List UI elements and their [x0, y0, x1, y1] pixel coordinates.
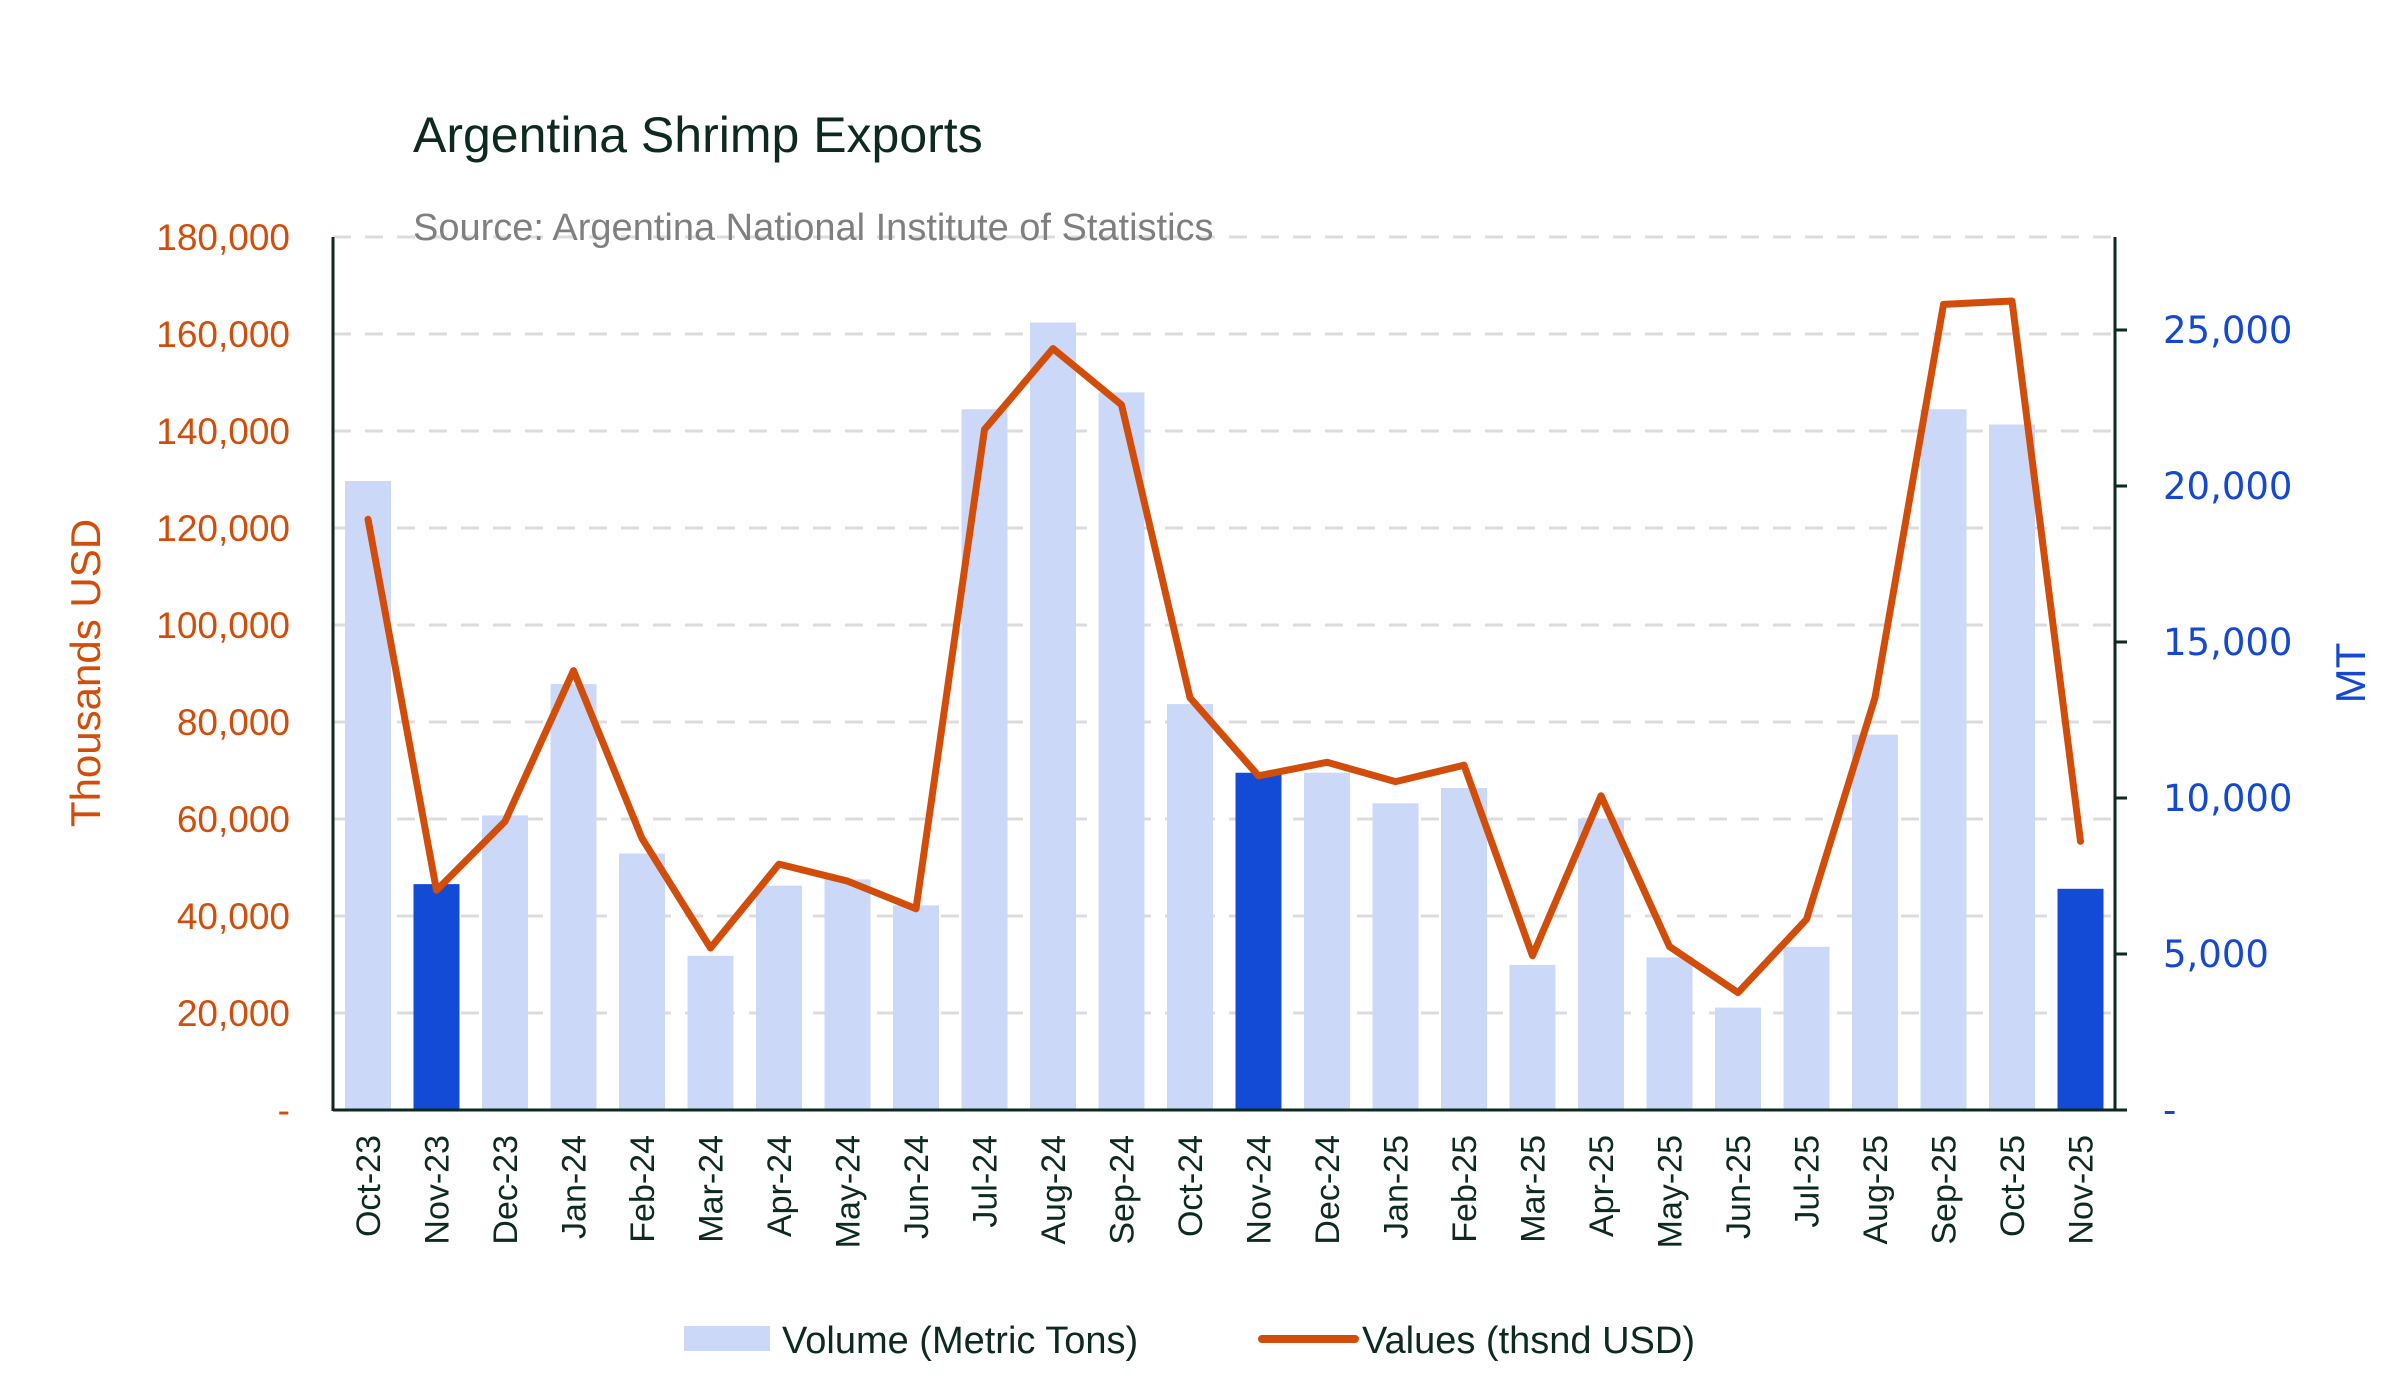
bar: [550, 684, 597, 1110]
x-tick-label: Oct-23: [350, 1135, 388, 1237]
bar: [1989, 424, 2035, 1110]
left-tick-label: 180,000: [156, 217, 290, 258]
grid-lines: [333, 235, 2115, 1015]
left-tick-label: 60,000: [177, 799, 290, 840]
x-tick-label: Apr-25: [1583, 1135, 1621, 1237]
bar: [961, 409, 1008, 1110]
x-tick-label: Jun-25: [1720, 1135, 1758, 1239]
bar: [1030, 322, 1076, 1111]
x-tick-label: Mar-25: [1515, 1135, 1553, 1243]
bar-highlighted: [1235, 772, 1282, 1110]
left-tick-labels: - 20,000 40,000 60,000 80,000 100,000 120,000 1…: [156, 217, 290, 1131]
bar: [1098, 392, 1145, 1110]
left-tick-label: 140,000: [156, 411, 290, 452]
bar: [1920, 409, 1967, 1110]
bar: [756, 885, 802, 1110]
x-tick-label: Dec-23: [487, 1135, 525, 1245]
x-tick-label: Jan-24: [556, 1135, 594, 1239]
left-tick-label: -: [278, 1090, 290, 1131]
left-tick-label: 160,000: [156, 314, 290, 355]
values-line: [364, 297, 2084, 997]
legend-swatch-volume: [684, 1326, 770, 1351]
bar: [893, 905, 939, 1110]
bar: [345, 481, 391, 1110]
left-tick-label: 80,000: [177, 702, 290, 743]
bar: [1372, 803, 1419, 1110]
x-tick-label: Oct-24: [1172, 1135, 1210, 1237]
bar: [1783, 946, 1830, 1110]
x-tick-label: Jul-25: [1789, 1135, 1827, 1228]
x-tick-label: Feb-24: [624, 1135, 662, 1243]
x-tick-label: Nov-23: [419, 1135, 457, 1245]
chart-title: Argentina Shrimp Exports: [413, 107, 983, 163]
right-tick-label: 20,000: [2163, 465, 2292, 508]
bar: [1852, 734, 1898, 1110]
x-tick-label: Jun-24: [898, 1135, 936, 1239]
x-tick-label: Aug-24: [1035, 1135, 1073, 1245]
legend: Volume (Metric Tons) Values (thsnd USD): [684, 1320, 1695, 1362]
volume-bars: [345, 322, 2104, 1111]
x-tick-label: Dec-24: [1309, 1135, 1347, 1245]
right-tick-label: -: [2163, 1089, 2176, 1132]
right-axis-label: MT: [2327, 643, 2374, 704]
bar: [619, 853, 665, 1110]
values-line-group: [364, 297, 2084, 997]
right-tick-label: 15,000: [2163, 621, 2292, 664]
x-tick-label: Feb-25: [1446, 1135, 1484, 1243]
x-tick-labels: Oct-23 Nov-23 Dec-23 Jan-24 Feb-24 Mar-24 Apr-…: [350, 1135, 2101, 1248]
legend-label-volume: Volume (Metric Tons): [782, 1320, 1138, 1362]
x-tick-label: Sep-25: [1926, 1135, 1964, 1245]
bar: [1441, 788, 1487, 1110]
x-tick-label: May-24: [830, 1135, 868, 1248]
left-tick-label: 40,000: [177, 896, 290, 937]
left-tick-label: 120,000: [156, 508, 290, 549]
bar: [1304, 772, 1350, 1110]
left-axis-label: Thousands USD: [62, 519, 109, 827]
x-tick-label: Jul-24: [967, 1135, 1005, 1228]
x-tick-label: May-25: [1652, 1135, 1690, 1248]
bar-highlighted: [2057, 888, 2104, 1110]
bar-highlighted: [413, 884, 460, 1110]
x-tick-label: Mar-24: [693, 1135, 731, 1243]
x-tick-label: Sep-24: [1104, 1135, 1142, 1245]
bar: [1167, 704, 1213, 1110]
right-tick-labels: - 5,000 10,000 15,000 20,000 25,000: [2115, 309, 2292, 1132]
right-tick-label: 10,000: [2163, 777, 2292, 820]
x-tick-label: Apr-24: [761, 1135, 799, 1237]
x-tick-label: Jan-25: [1378, 1135, 1416, 1239]
bar: [1646, 957, 1693, 1110]
right-tick-label: 25,000: [2163, 309, 2292, 352]
x-tick-label: Oct-25: [1994, 1135, 2032, 1237]
chart-subtitle: Source: Argentina National Institute of …: [413, 207, 1214, 249]
right-tick-label: 5,000: [2163, 933, 2269, 976]
x-tick-label: Aug-25: [1857, 1135, 1895, 1245]
bar: [1578, 818, 1624, 1110]
bar: [1509, 964, 1556, 1110]
x-tick-label: Nov-25: [2063, 1135, 2101, 1245]
left-tick-label: 100,000: [156, 605, 290, 646]
bar: [687, 955, 734, 1110]
bar: [482, 815, 528, 1110]
bar: [824, 879, 871, 1110]
x-tick-label: Nov-24: [1241, 1135, 1279, 1245]
bar: [1715, 1007, 1761, 1110]
legend-label-values: Values (thsnd USD): [1362, 1320, 1695, 1362]
left-tick-label: 20,000: [177, 993, 290, 1034]
